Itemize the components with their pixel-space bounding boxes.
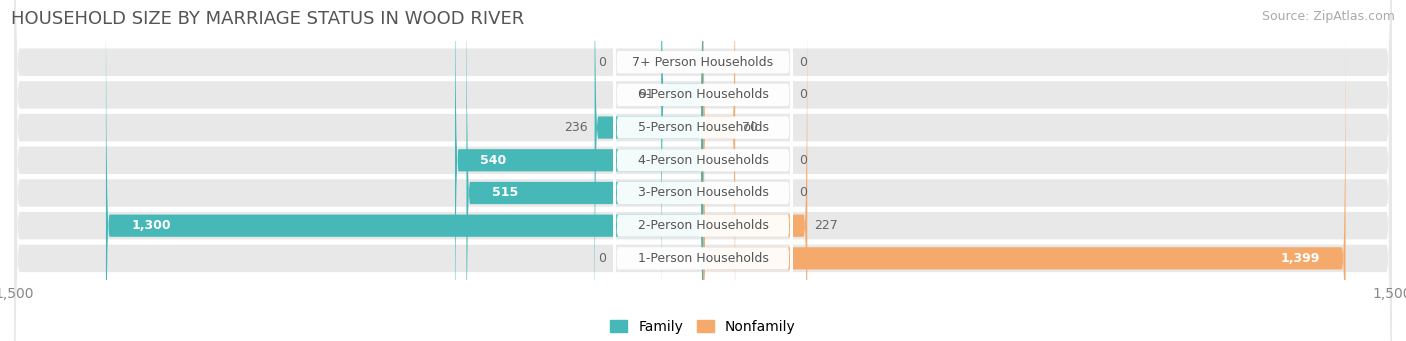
FancyBboxPatch shape	[14, 0, 1392, 341]
Text: 1,399: 1,399	[1281, 252, 1320, 265]
FancyBboxPatch shape	[613, 0, 793, 341]
FancyBboxPatch shape	[613, 0, 793, 341]
Text: 1-Person Households: 1-Person Households	[637, 252, 769, 265]
Text: 3-Person Households: 3-Person Households	[637, 187, 769, 199]
Text: 227: 227	[814, 219, 838, 232]
Legend: Family, Nonfamily: Family, Nonfamily	[605, 314, 801, 340]
FancyBboxPatch shape	[14, 0, 1392, 341]
FancyBboxPatch shape	[703, 8, 1346, 341]
Text: 5-Person Households: 5-Person Households	[637, 121, 769, 134]
FancyBboxPatch shape	[613, 0, 793, 341]
Text: 4-Person Households: 4-Person Households	[637, 154, 769, 167]
Text: HOUSEHOLD SIZE BY MARRIAGE STATUS IN WOOD RIVER: HOUSEHOLD SIZE BY MARRIAGE STATUS IN WOO…	[11, 10, 524, 28]
Text: 0: 0	[800, 187, 807, 199]
Text: 91: 91	[638, 88, 654, 101]
FancyBboxPatch shape	[456, 0, 703, 341]
Text: Source: ZipAtlas.com: Source: ZipAtlas.com	[1261, 10, 1395, 23]
FancyBboxPatch shape	[661, 0, 703, 341]
Text: 540: 540	[481, 154, 506, 167]
Text: 0: 0	[599, 56, 606, 69]
Text: 236: 236	[564, 121, 588, 134]
FancyBboxPatch shape	[467, 0, 703, 341]
FancyBboxPatch shape	[14, 0, 1392, 341]
FancyBboxPatch shape	[613, 0, 793, 341]
FancyBboxPatch shape	[14, 0, 1392, 341]
FancyBboxPatch shape	[14, 0, 1392, 341]
Text: 0: 0	[599, 252, 606, 265]
FancyBboxPatch shape	[613, 0, 793, 341]
Text: 0: 0	[800, 88, 807, 101]
Text: 6-Person Households: 6-Person Households	[637, 88, 769, 101]
FancyBboxPatch shape	[613, 0, 793, 341]
Text: 2-Person Households: 2-Person Households	[637, 219, 769, 232]
Text: 7+ Person Households: 7+ Person Households	[633, 56, 773, 69]
Text: 1,300: 1,300	[131, 219, 170, 232]
Text: 0: 0	[800, 56, 807, 69]
FancyBboxPatch shape	[105, 0, 703, 341]
Text: 0: 0	[800, 154, 807, 167]
FancyBboxPatch shape	[703, 0, 807, 341]
Text: 515: 515	[492, 187, 517, 199]
FancyBboxPatch shape	[595, 0, 703, 341]
FancyBboxPatch shape	[703, 0, 735, 341]
FancyBboxPatch shape	[14, 0, 1392, 341]
Text: 70: 70	[742, 121, 758, 134]
FancyBboxPatch shape	[613, 0, 793, 341]
FancyBboxPatch shape	[14, 0, 1392, 341]
